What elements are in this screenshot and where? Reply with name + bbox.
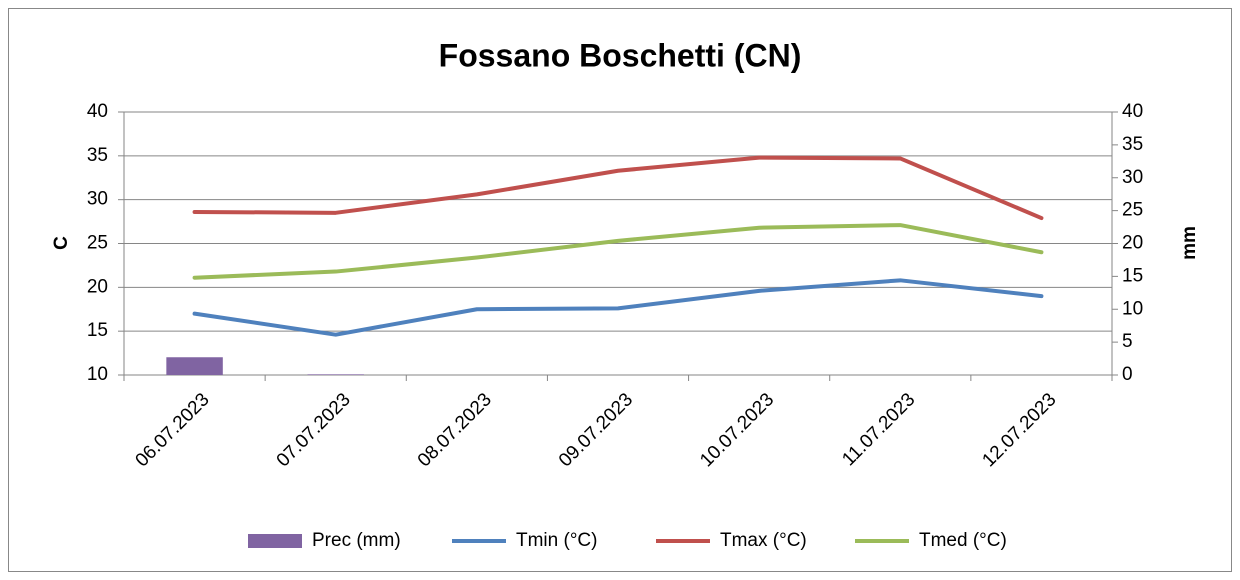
y2-tick-label: 20 [1122,233,1143,254]
y2-axis-label: mm [1179,226,1200,260]
y-axis-label: C [51,236,72,250]
bar [166,357,223,375]
y2-tick-label: 0 [1122,364,1133,385]
y-tick-label: 30 [87,189,108,210]
y-tick-label: 40 [87,101,108,122]
y-tick-label: 20 [87,276,108,297]
y-tick-label: 15 [87,320,108,341]
y2-tick-label: 15 [1122,265,1143,286]
legend-label: Prec (mm) [312,530,401,551]
legend-swatch [248,534,302,548]
y2-tick-label: 10 [1122,298,1143,319]
legend-label: Tmed (°C) [919,530,1007,551]
y2-tick-label: 5 [1122,331,1133,352]
y2-tick-label: 30 [1122,167,1143,188]
y-tick-label: 25 [87,233,108,254]
legend-label: Tmin (°C) [516,530,597,551]
y-tick-label: 35 [87,145,108,166]
y2-tick-label: 35 [1122,134,1143,155]
chart-title: Fossano Boschetti (CN) [439,37,802,73]
legend-label: Tmax (°C) [720,530,807,551]
line [192,223,1044,280]
y2-tick-label: 40 [1122,101,1143,122]
bar [307,374,364,375]
y-tick-label: 10 [87,364,108,385]
y2-tick-label: 25 [1122,200,1143,221]
chart-border [8,8,1232,572]
line [192,155,1044,221]
line [192,278,1044,337]
